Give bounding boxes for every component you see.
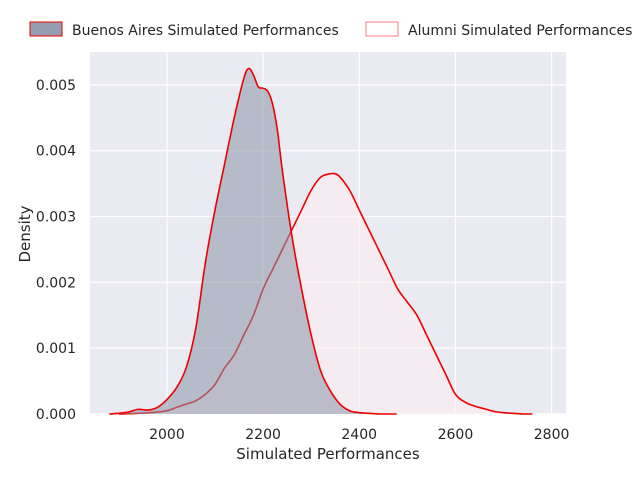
legend: Buenos Aires Simulated Performances Alum… <box>29 21 632 39</box>
legend-label-buenos-aires: Buenos Aires Simulated Performances <box>72 23 339 39</box>
density-area-buenos-aires <box>109 68 397 414</box>
x-axis-label: Simulated Performances <box>236 445 420 463</box>
y-tick-label: 0.005 <box>36 78 76 94</box>
y-tick-label: 0.004 <box>36 144 76 160</box>
density-line-buenos-aires <box>109 67 397 415</box>
series-layer <box>109 67 533 415</box>
y-tick-label: 0.003 <box>36 210 76 226</box>
x-tick-label: 2600 <box>438 427 474 443</box>
x-tick-label: 2800 <box>534 427 570 443</box>
y-tick-label: 0.002 <box>36 275 76 291</box>
x-tick-label: 2200 <box>245 427 281 443</box>
y-tick-label: 0.000 <box>36 407 76 423</box>
y-axis-label: Density <box>16 205 34 262</box>
legend-swatch-buenos-aires <box>29 21 63 37</box>
legend-swatch-alumni <box>365 21 399 37</box>
x-tick-label: 2400 <box>341 427 377 443</box>
x-tick-label: 2000 <box>149 427 185 443</box>
legend-label-alumni: Alumni Simulated Performances <box>408 23 632 39</box>
tick-labels: 2000 2200 2400 2600 2800 0.000 0.001 0.002 0.003… <box>36 78 569 443</box>
y-tick-label: 0.001 <box>36 341 76 357</box>
density-area-alumni <box>118 173 533 414</box>
